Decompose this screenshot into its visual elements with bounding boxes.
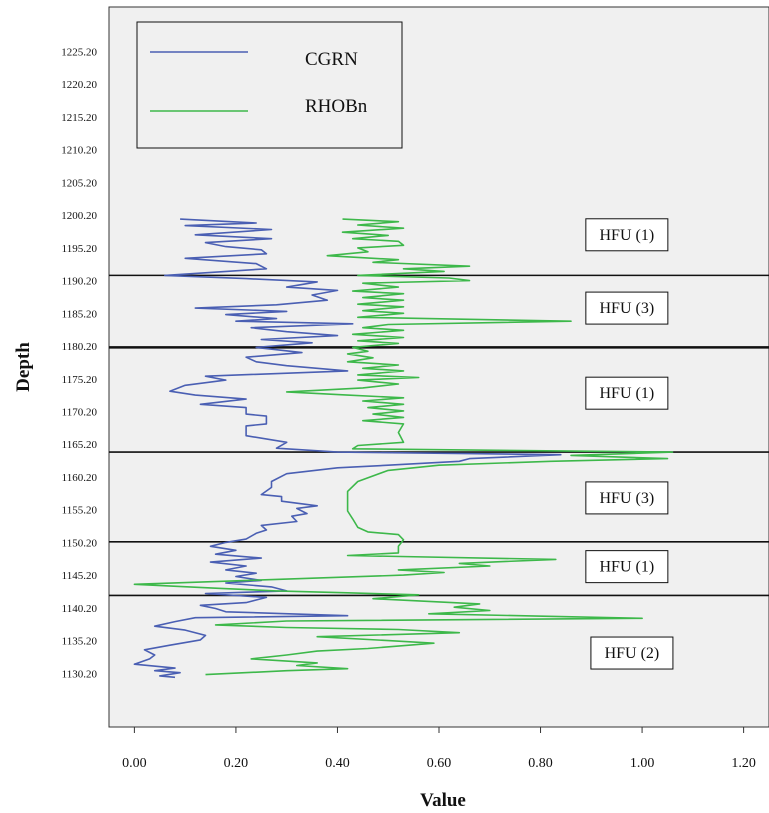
legend-box: [136, 21, 403, 149]
y-tick-label: 1200.20: [61, 210, 97, 222]
zone-label: HFU (1): [600, 559, 655, 576]
y-tick-label: 1130.20: [62, 668, 98, 680]
zone-label-box: [590, 636, 674, 670]
y-tick-label: 1185.20: [62, 308, 98, 320]
x-tick-label: 0.20: [224, 756, 249, 771]
y-tick-label: 1145.20: [62, 570, 98, 582]
y-tick-label: 1215.20: [61, 112, 97, 124]
x-tick-label: 0.80: [528, 756, 553, 771]
y-tick-label: 1155.20: [62, 505, 98, 517]
y-tick-label: 1170.20: [62, 407, 98, 419]
zone-label: HFU (1): [600, 385, 655, 402]
legend-label-rhobn: RHOBn: [305, 96, 368, 117]
y-tick-label: 1140.20: [62, 603, 98, 615]
y-tick-label: 1195.20: [62, 243, 98, 255]
series-layer: [133, 218, 674, 679]
y-tick-label: 1210.20: [61, 145, 97, 157]
y-tick-label: 1175.20: [62, 374, 98, 386]
x-axis-title: Value: [420, 790, 466, 811]
x-tick-label: 1.00: [630, 756, 655, 771]
y-tick-label: 1180.20: [62, 341, 98, 353]
y-tick-label: 1135.20: [62, 636, 98, 648]
legend-label-cgrn: CGRN: [305, 49, 358, 70]
zone-label-box: [585, 291, 669, 325]
x-axis: 0.00 0.20 0.40 0.60 0.80 1.00 1.20: [122, 727, 756, 771]
zone-label-box: [585, 550, 669, 584]
zone-label: HFU (1): [600, 227, 655, 244]
x-tick-label: 0.00: [122, 756, 147, 771]
x-tick-label: 0.40: [325, 756, 350, 771]
y-tick-label: 1205.20: [61, 177, 97, 189]
y-tick-label: 1165.20: [62, 439, 98, 451]
zone-label: HFU (2): [605, 645, 660, 662]
zone-boundaries: [109, 274, 769, 597]
y-tick-label: 1150.20: [62, 537, 98, 549]
x-tick-label: 1.20: [731, 756, 756, 771]
y-tick-label: 1225.20: [61, 47, 97, 59]
zone-labels: HFU (1) HFU (3) HFU (1) HFU (3) HFU (1) HFU (…: [585, 218, 674, 670]
y-axis: 1130.20 1135.20 1140.20 1145.20 1150.20 1155.…: [61, 47, 97, 681]
y-tick-label: 1220.20: [61, 79, 97, 91]
zone-label-box: [585, 481, 669, 515]
y-axis-title: Depth: [13, 342, 34, 392]
series-line-rhobn: [133, 218, 674, 676]
x-tick-label: 0.60: [427, 756, 452, 771]
zone-label-box: [585, 218, 669, 252]
y-tick-label: 1190.20: [62, 276, 98, 288]
legend: CGRN RHOBn: [136, 21, 403, 149]
series-line-cgrn: [133, 218, 562, 679]
zone-label: HFU (3): [600, 300, 655, 317]
y-tick-label: 1160.20: [62, 472, 98, 484]
zone-label: HFU (3): [600, 490, 655, 507]
zone-label-box: [585, 376, 669, 410]
